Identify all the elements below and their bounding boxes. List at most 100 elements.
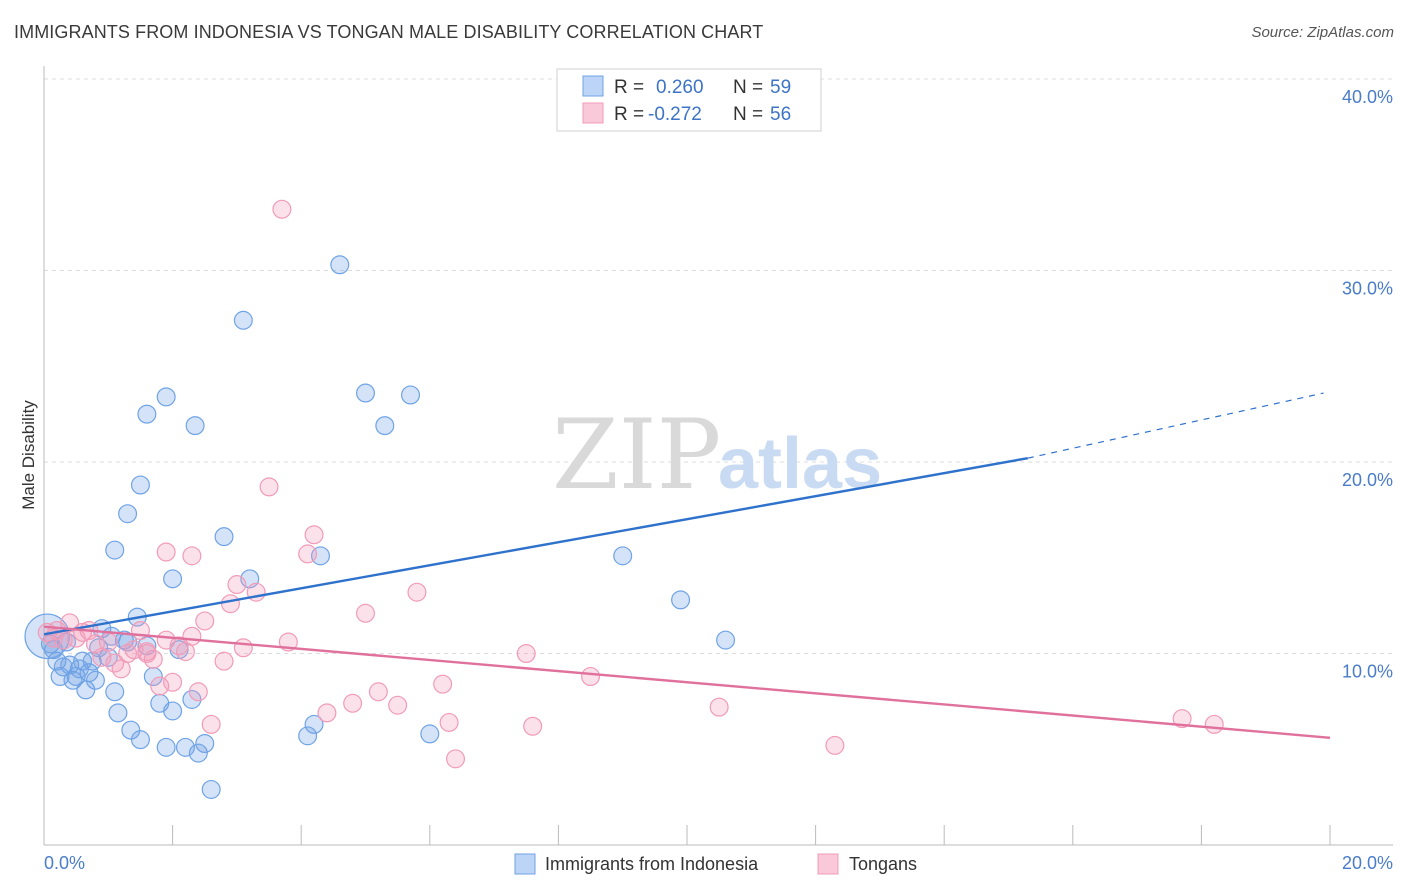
axes (43, 66, 1393, 846)
tongans-point-32 (272, 199, 292, 219)
y-tick-label-10: 10.0% (1342, 662, 1393, 682)
y-tick-label-20: 20.0% (1342, 470, 1393, 490)
watermark-zip: ZIP (552, 399, 721, 511)
tongans-point-47 (581, 666, 601, 686)
legend-n-value-indonesia: 59 (770, 77, 791, 98)
legend-r-label-indonesia: R = (614, 77, 644, 98)
indonesia-point-55 (613, 546, 633, 566)
watermark-atlas: atlas (718, 424, 882, 504)
tongans-point-52 (182, 546, 202, 566)
legend-n-value-tongans: 56 (770, 104, 791, 125)
bottom-legend-swatch-tongans (817, 853, 839, 875)
y-tick-label-40: 40.0% (1342, 87, 1393, 107)
tongans-point-39 (368, 682, 388, 702)
indonesia-point-54 (420, 724, 440, 744)
tongans-point-43 (439, 712, 459, 732)
indonesia-trend-line (43, 456, 1029, 636)
tongans-point-40 (388, 695, 408, 715)
tongans-point-55 (137, 642, 157, 662)
tongans-point-27 (214, 651, 234, 671)
indonesia-point-37 (201, 779, 221, 799)
y-tick-label-30: 30.0% (1342, 279, 1393, 299)
indonesia-point-21 (108, 703, 128, 723)
indonesia-point-57 (716, 630, 736, 650)
tongans-point-44 (446, 749, 466, 769)
x-tick-label-max: 20.0% (1342, 853, 1393, 873)
tongans-point-50 (1172, 709, 1192, 729)
indonesia-point-52 (375, 416, 395, 436)
indonesia-point-31 (163, 701, 183, 721)
y-tick-labels: 10.0% 20.0% 30.0% 40.0% (1342, 87, 1393, 682)
indonesia-point-13 (79, 663, 99, 683)
tongans-point-54 (220, 594, 240, 614)
tongans-point-38 (356, 603, 376, 623)
indonesia-point-15 (85, 670, 105, 690)
indonesia-point-47 (233, 310, 253, 330)
y-axis-label: Male Disability (19, 400, 38, 510)
indonesia-point-24 (121, 720, 141, 740)
indonesia-point-11 (73, 651, 93, 671)
chart-title: IMMIGRANTS FROM INDONESIA VS TONGAN MALE… (14, 22, 764, 42)
tongans-point-37 (343, 693, 363, 713)
chart-source: Source: ZipAtlas.com (1251, 24, 1394, 41)
bottom-legend-label-indonesia: Immigrants from Indonesia (545, 854, 759, 874)
indonesia-point-41 (137, 404, 157, 424)
x-tick-label-min: 0.0% (44, 853, 85, 873)
tongans-point-25 (195, 611, 215, 631)
indonesia-point-34 (182, 689, 202, 709)
indonesia-point-44 (185, 416, 205, 436)
tongans-point-48 (709, 697, 729, 717)
indonesia-point-30 (156, 737, 176, 757)
indonesia-point-45 (214, 527, 234, 547)
indonesia-point-48 (304, 714, 324, 734)
tongans-point-10 (98, 632, 118, 652)
watermark: ZIP atlas (552, 399, 882, 511)
trend-lines (43, 392, 1331, 739)
legend-n-label-indonesia: N = (733, 77, 763, 98)
indonesia-point-26 (130, 730, 150, 750)
indonesia-point-43 (163, 569, 183, 589)
indonesia-point-38 (105, 540, 125, 560)
legend-swatch-indonesia (582, 75, 604, 97)
indonesia-point-42 (156, 387, 176, 407)
tongans-point-41 (407, 582, 427, 602)
gridlines (44, 78, 1393, 654)
legend-r-value-tongans: -0.272 (648, 104, 702, 125)
tongans-point-35 (304, 525, 324, 545)
tongans-point-28 (227, 575, 247, 595)
tongans-point-34 (298, 544, 318, 564)
indonesia-point-40 (130, 475, 150, 495)
tongans-point-53 (156, 542, 176, 562)
legend-swatch-tongans (582, 102, 604, 124)
tongans-point-26 (201, 714, 221, 734)
tongans-point-45 (516, 643, 536, 663)
legend-n-label-tongans: N = (733, 104, 763, 125)
legend-r-label-tongans: R = (614, 104, 644, 125)
data-points (24, 199, 1224, 799)
bottom-legend-label-tongans: Tongans (849, 854, 917, 874)
legend-r-value-indonesia: 0.260 (656, 77, 704, 98)
indonesia-point-50 (330, 255, 350, 275)
tongans-point-29 (233, 638, 253, 658)
tongans-point-42 (433, 674, 453, 694)
tongans-point-31 (259, 477, 279, 497)
indonesia-point-53 (401, 385, 421, 405)
tongans-point-46 (523, 716, 543, 736)
tongans-point-20 (163, 672, 183, 692)
bottom-legend-swatch-indonesia (514, 853, 536, 875)
indonesia-point-35 (188, 743, 208, 763)
tongans-point-49 (825, 735, 845, 755)
indonesia-point-56 (671, 590, 691, 610)
tongans-trend-line (43, 625, 1331, 739)
indonesia-point-51 (356, 383, 376, 403)
indonesia-point-36 (195, 734, 215, 754)
tongans-point-17 (143, 649, 163, 669)
legend: R = 0.260 N = 59 R = -0.272 N = 56 (556, 68, 822, 132)
tongans-point-24 (188, 682, 208, 702)
indonesia-trend-line-extension (1027, 392, 1324, 459)
indonesia-point-39 (118, 504, 138, 524)
tongans-point-23 (182, 626, 202, 646)
tongans-point-36 (317, 703, 337, 723)
tongans-point-51 (1204, 714, 1224, 734)
